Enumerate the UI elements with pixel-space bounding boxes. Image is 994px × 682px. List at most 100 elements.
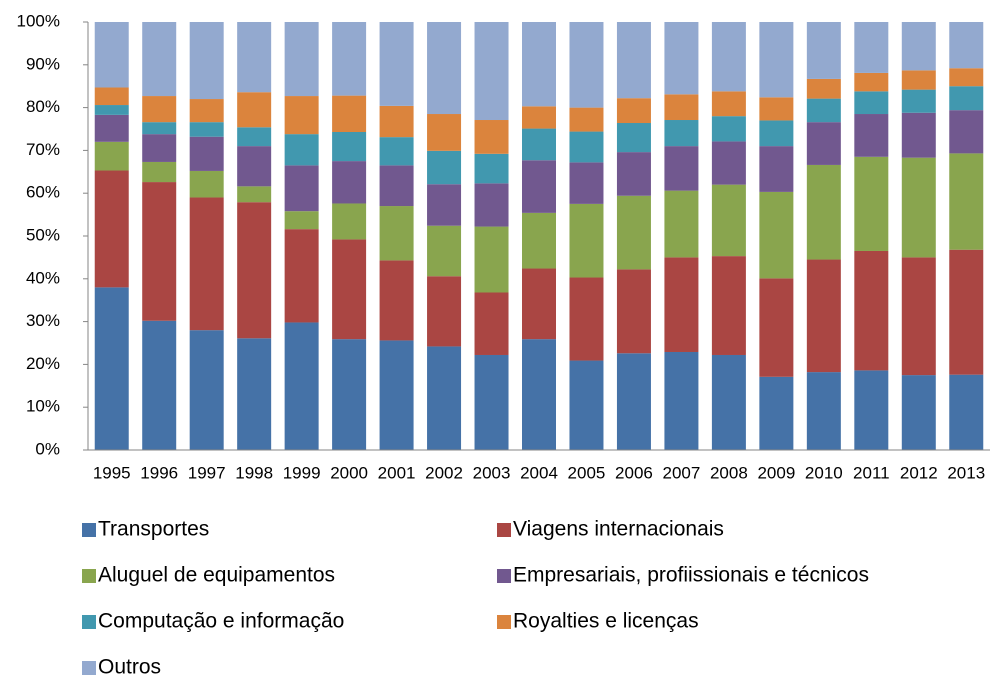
x-tick-label: 2005	[568, 463, 606, 482]
bar-segment	[569, 131, 604, 163]
bar-segment	[711, 91, 746, 117]
bar-segment	[94, 287, 129, 450]
bar-segment	[901, 112, 936, 158]
x-tick-label: 1999	[283, 463, 321, 482]
bar-segment	[806, 22, 841, 79]
x-tick-label: 2001	[378, 463, 416, 482]
bar-segment	[522, 106, 556, 129]
x-tick-label: 2006	[615, 463, 653, 482]
bar-segment	[474, 120, 509, 154]
bar-segment	[284, 22, 319, 97]
bar-segment	[854, 114, 889, 157]
bar-segment	[522, 22, 556, 107]
y-tick-label: 80%	[26, 97, 60, 116]
legend-swatch	[497, 523, 511, 537]
bar-segment	[854, 72, 889, 92]
bar-segment	[616, 195, 651, 270]
y-tick-label: 60%	[26, 183, 60, 202]
bar-segment	[237, 146, 272, 187]
x-tick-label: 2011	[853, 463, 890, 482]
bar-segment	[427, 114, 462, 151]
y-tick-label: 10%	[26, 397, 60, 416]
bar-segment	[759, 120, 794, 147]
bar-segment	[949, 110, 984, 154]
bar-segment	[284, 96, 319, 135]
x-tick-label: 1996	[140, 463, 178, 482]
bar-segment	[759, 278, 794, 377]
bar-segment	[522, 212, 556, 269]
x-tick-label: 2000	[330, 463, 368, 482]
bar-segment	[142, 22, 177, 97]
bar-segment	[237, 92, 272, 128]
bar-segment	[474, 22, 509, 121]
legend-swatch	[82, 661, 96, 675]
bar-segment	[94, 105, 129, 115]
bar-segment	[901, 157, 936, 258]
bar-segment	[616, 269, 651, 354]
x-tick-label: 2009	[757, 463, 795, 482]
bar-segment	[616, 123, 651, 153]
bar-segment	[379, 206, 414, 261]
bar-segment	[616, 98, 651, 124]
bar-segment	[427, 150, 462, 185]
bar-segment	[711, 22, 746, 92]
bar-segment	[901, 70, 936, 90]
bar-segment	[569, 360, 604, 450]
bar-segment	[901, 257, 936, 376]
bar-segment	[616, 353, 651, 450]
x-tick-label: 2012	[900, 463, 938, 482]
bar-segment	[142, 122, 177, 135]
bar-segment	[522, 339, 556, 450]
bar-segment	[284, 322, 319, 450]
bar-segment	[237, 127, 272, 147]
bar-segment	[854, 91, 889, 115]
bar-segment	[427, 276, 462, 347]
bar-segment	[949, 153, 984, 250]
bar-segment	[711, 184, 746, 257]
bar-segment	[806, 122, 841, 165]
bar-segment	[427, 225, 462, 277]
bar-segment	[284, 165, 319, 212]
bar-segment	[901, 89, 936, 113]
bar-segment	[142, 320, 177, 450]
bar-segment	[94, 170, 129, 288]
x-tick-label: 2004	[520, 463, 558, 482]
bar-segment	[616, 22, 651, 99]
bar-segment	[806, 98, 841, 123]
bar-segment	[569, 162, 604, 204]
y-tick-label: 100%	[17, 11, 60, 30]
bar-segment	[379, 137, 414, 166]
bar-segment	[332, 239, 367, 340]
x-tick-label: 2008	[710, 463, 748, 482]
bar-segment	[237, 22, 272, 93]
bar-segment	[332, 161, 367, 204]
bar-segment	[474, 153, 509, 184]
x-tick-label: 2007	[663, 463, 701, 482]
x-tick-label: 2013	[947, 463, 985, 482]
bar-segment	[427, 22, 462, 115]
y-tick-label: 20%	[26, 354, 60, 373]
bar-segment	[332, 22, 367, 96]
bar-segment	[189, 122, 224, 137]
bar-segment	[332, 203, 367, 240]
bar-segment	[522, 160, 556, 213]
bar-segment	[949, 249, 984, 375]
bar-segment	[569, 203, 604, 278]
x-tick-label: 2002	[425, 463, 463, 482]
bar-segment	[427, 184, 462, 226]
x-tick-label: 2003	[473, 463, 511, 482]
bar-segment	[901, 375, 936, 450]
bar-segment	[664, 257, 699, 352]
x-tick-label: 2010	[805, 463, 843, 482]
bar-segment	[854, 22, 889, 73]
bar-segment	[664, 190, 699, 258]
bar-segment	[806, 372, 841, 450]
bar-segment	[379, 105, 414, 138]
bar-segment	[474, 354, 509, 450]
bar-segment	[759, 22, 794, 98]
bar-segment	[854, 370, 889, 450]
bar-segment	[379, 340, 414, 450]
bar-segment	[569, 22, 604, 108]
bar-segment	[664, 146, 699, 191]
